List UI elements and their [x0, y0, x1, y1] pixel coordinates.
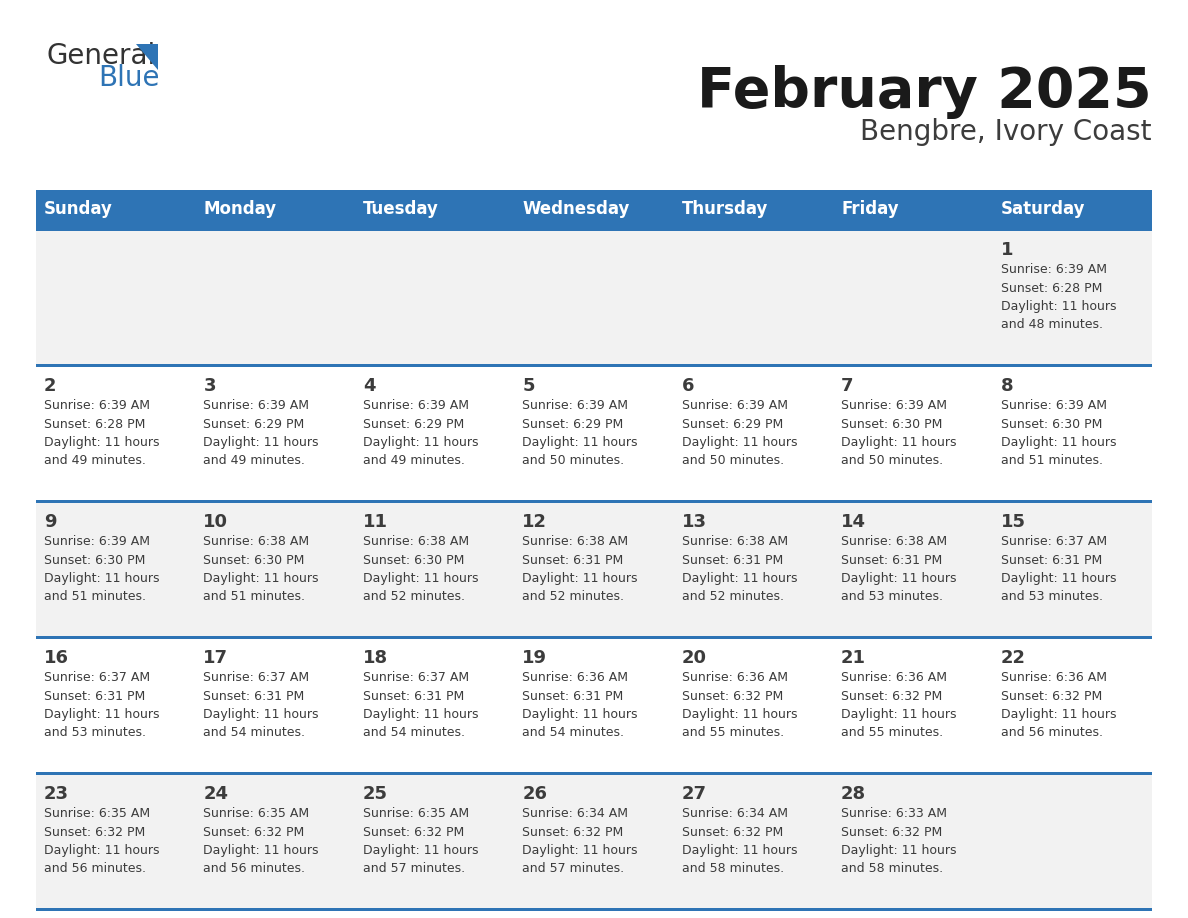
Text: Friday: Friday [841, 200, 899, 218]
Text: Sunrise: 6:39 AM
Sunset: 6:30 PM
Daylight: 11 hours
and 51 minutes.: Sunrise: 6:39 AM Sunset: 6:30 PM Dayligh… [1000, 399, 1116, 467]
Text: Sunrise: 6:39 AM
Sunset: 6:29 PM
Daylight: 11 hours
and 49 minutes.: Sunrise: 6:39 AM Sunset: 6:29 PM Dayligh… [362, 399, 479, 467]
Text: 28: 28 [841, 785, 866, 803]
Polygon shape [135, 44, 158, 70]
Text: February 2025: February 2025 [697, 65, 1152, 119]
Text: 17: 17 [203, 649, 228, 667]
Text: Sunrise: 6:35 AM
Sunset: 6:32 PM
Daylight: 11 hours
and 57 minutes.: Sunrise: 6:35 AM Sunset: 6:32 PM Dayligh… [362, 807, 479, 876]
Text: Thursday: Thursday [682, 200, 769, 218]
Text: 1: 1 [1000, 241, 1013, 259]
Text: 18: 18 [362, 649, 388, 667]
Text: 7: 7 [841, 377, 854, 395]
Bar [36, 190, 1152, 228]
Text: Wednesday: Wednesday [523, 200, 630, 218]
Text: Sunrise: 6:38 AM
Sunset: 6:31 PM
Daylight: 11 hours
and 52 minutes.: Sunrise: 6:38 AM Sunset: 6:31 PM Dayligh… [523, 535, 638, 603]
Text: Tuesday: Tuesday [362, 200, 438, 218]
Bar [36, 500, 1152, 503]
Text: Blue: Blue [97, 64, 159, 92]
Bar [36, 503, 1152, 636]
Text: Sunrise: 6:38 AM
Sunset: 6:30 PM
Daylight: 11 hours
and 52 minutes.: Sunrise: 6:38 AM Sunset: 6:30 PM Dayligh… [362, 535, 479, 603]
Text: Saturday: Saturday [1000, 200, 1085, 218]
Text: Sunrise: 6:38 AM
Sunset: 6:30 PM
Daylight: 11 hours
and 51 minutes.: Sunrise: 6:38 AM Sunset: 6:30 PM Dayligh… [203, 535, 318, 603]
Bar [36, 364, 1152, 367]
Text: Sunrise: 6:37 AM
Sunset: 6:31 PM
Daylight: 11 hours
and 53 minutes.: Sunrise: 6:37 AM Sunset: 6:31 PM Dayligh… [44, 671, 159, 740]
Bar [36, 772, 1152, 775]
Text: 8: 8 [1000, 377, 1013, 395]
Text: 27: 27 [682, 785, 707, 803]
Text: 22: 22 [1000, 649, 1025, 667]
Text: Sunrise: 6:39 AM
Sunset: 6:29 PM
Daylight: 11 hours
and 50 minutes.: Sunrise: 6:39 AM Sunset: 6:29 PM Dayligh… [682, 399, 797, 467]
Text: Sunrise: 6:36 AM
Sunset: 6:32 PM
Daylight: 11 hours
and 56 minutes.: Sunrise: 6:36 AM Sunset: 6:32 PM Dayligh… [1000, 671, 1116, 740]
Bar [36, 228, 1152, 231]
Text: General: General [46, 42, 156, 70]
Text: Sunrise: 6:36 AM
Sunset: 6:32 PM
Daylight: 11 hours
and 55 minutes.: Sunrise: 6:36 AM Sunset: 6:32 PM Dayligh… [841, 671, 956, 740]
Bar [36, 636, 1152, 639]
Text: 26: 26 [523, 785, 548, 803]
Text: Sunrise: 6:39 AM
Sunset: 6:30 PM
Daylight: 11 hours
and 51 minutes.: Sunrise: 6:39 AM Sunset: 6:30 PM Dayligh… [44, 535, 159, 603]
Text: Sunrise: 6:34 AM
Sunset: 6:32 PM
Daylight: 11 hours
and 58 minutes.: Sunrise: 6:34 AM Sunset: 6:32 PM Dayligh… [682, 807, 797, 876]
Bar [36, 908, 1152, 911]
Text: Sunrise: 6:39 AM
Sunset: 6:29 PM
Daylight: 11 hours
and 50 minutes.: Sunrise: 6:39 AM Sunset: 6:29 PM Dayligh… [523, 399, 638, 467]
Text: 20: 20 [682, 649, 707, 667]
Text: 4: 4 [362, 377, 375, 395]
Text: 12: 12 [523, 513, 548, 531]
Text: 19: 19 [523, 649, 548, 667]
Text: Sunrise: 6:37 AM
Sunset: 6:31 PM
Daylight: 11 hours
and 53 minutes.: Sunrise: 6:37 AM Sunset: 6:31 PM Dayligh… [1000, 535, 1116, 603]
Text: 13: 13 [682, 513, 707, 531]
Text: 6: 6 [682, 377, 694, 395]
Text: Sunrise: 6:36 AM
Sunset: 6:31 PM
Daylight: 11 hours
and 54 minutes.: Sunrise: 6:36 AM Sunset: 6:31 PM Dayligh… [523, 671, 638, 740]
Text: Sunrise: 6:38 AM
Sunset: 6:31 PM
Daylight: 11 hours
and 52 minutes.: Sunrise: 6:38 AM Sunset: 6:31 PM Dayligh… [682, 535, 797, 603]
Text: 14: 14 [841, 513, 866, 531]
Text: 5: 5 [523, 377, 535, 395]
Text: 16: 16 [44, 649, 69, 667]
Text: Sunrise: 6:39 AM
Sunset: 6:28 PM
Daylight: 11 hours
and 49 minutes.: Sunrise: 6:39 AM Sunset: 6:28 PM Dayligh… [44, 399, 159, 467]
Text: Sunrise: 6:39 AM
Sunset: 6:29 PM
Daylight: 11 hours
and 49 minutes.: Sunrise: 6:39 AM Sunset: 6:29 PM Dayligh… [203, 399, 318, 467]
Text: 9: 9 [44, 513, 57, 531]
Text: Sunrise: 6:37 AM
Sunset: 6:31 PM
Daylight: 11 hours
and 54 minutes.: Sunrise: 6:37 AM Sunset: 6:31 PM Dayligh… [203, 671, 318, 740]
Text: 15: 15 [1000, 513, 1025, 531]
Text: 21: 21 [841, 649, 866, 667]
Text: Monday: Monday [203, 200, 277, 218]
Text: Bengbre, Ivory Coast: Bengbre, Ivory Coast [860, 118, 1152, 146]
Text: 10: 10 [203, 513, 228, 531]
Text: Sunrise: 6:36 AM
Sunset: 6:32 PM
Daylight: 11 hours
and 55 minutes.: Sunrise: 6:36 AM Sunset: 6:32 PM Dayligh… [682, 671, 797, 740]
Text: 24: 24 [203, 785, 228, 803]
Text: Sunday: Sunday [44, 200, 113, 218]
Bar [36, 367, 1152, 500]
Text: Sunrise: 6:39 AM
Sunset: 6:28 PM
Daylight: 11 hours
and 48 minutes.: Sunrise: 6:39 AM Sunset: 6:28 PM Dayligh… [1000, 263, 1116, 331]
Text: Sunrise: 6:34 AM
Sunset: 6:32 PM
Daylight: 11 hours
and 57 minutes.: Sunrise: 6:34 AM Sunset: 6:32 PM Dayligh… [523, 807, 638, 876]
Bar [36, 775, 1152, 908]
Text: Sunrise: 6:39 AM
Sunset: 6:30 PM
Daylight: 11 hours
and 50 minutes.: Sunrise: 6:39 AM Sunset: 6:30 PM Dayligh… [841, 399, 956, 467]
Bar [36, 231, 1152, 364]
Text: Sunrise: 6:37 AM
Sunset: 6:31 PM
Daylight: 11 hours
and 54 minutes.: Sunrise: 6:37 AM Sunset: 6:31 PM Dayligh… [362, 671, 479, 740]
Text: Sunrise: 6:35 AM
Sunset: 6:32 PM
Daylight: 11 hours
and 56 minutes.: Sunrise: 6:35 AM Sunset: 6:32 PM Dayligh… [203, 807, 318, 876]
Text: 11: 11 [362, 513, 387, 531]
Text: 3: 3 [203, 377, 216, 395]
Text: 2: 2 [44, 377, 57, 395]
Text: Sunrise: 6:35 AM
Sunset: 6:32 PM
Daylight: 11 hours
and 56 minutes.: Sunrise: 6:35 AM Sunset: 6:32 PM Dayligh… [44, 807, 159, 876]
Text: Sunrise: 6:38 AM
Sunset: 6:31 PM
Daylight: 11 hours
and 53 minutes.: Sunrise: 6:38 AM Sunset: 6:31 PM Dayligh… [841, 535, 956, 603]
Text: Sunrise: 6:33 AM
Sunset: 6:32 PM
Daylight: 11 hours
and 58 minutes.: Sunrise: 6:33 AM Sunset: 6:32 PM Dayligh… [841, 807, 956, 876]
Text: 23: 23 [44, 785, 69, 803]
Bar [36, 639, 1152, 772]
Text: 25: 25 [362, 785, 387, 803]
